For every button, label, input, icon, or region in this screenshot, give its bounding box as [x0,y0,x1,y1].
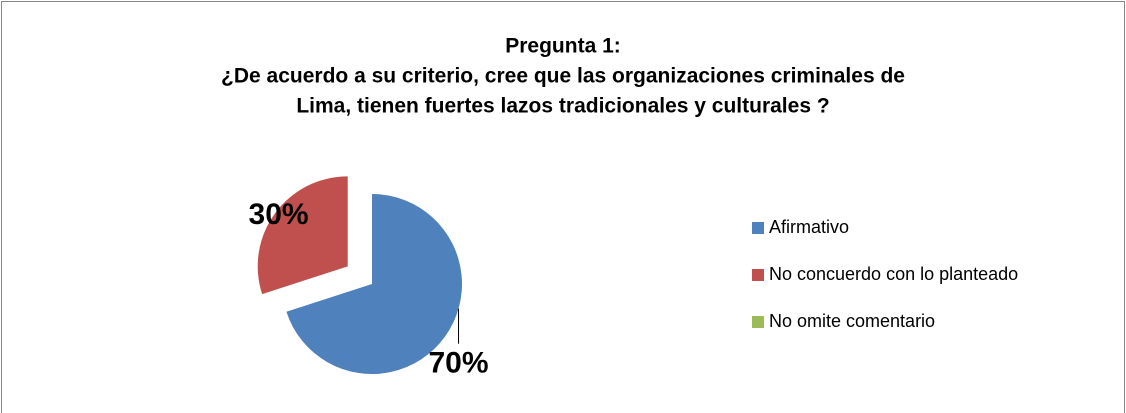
legend-swatch [752,269,764,281]
legend-label: No concuerdo con lo planteado [769,264,1018,284]
data-label: 70% [429,347,489,380]
data-label: 30% [249,198,309,231]
chart-title: ¿De acuerdo a su criterio, cree que las … [221,65,905,88]
chart-title: Pregunta 1: [505,35,621,58]
legend-swatch [752,316,764,328]
pie-slice [257,176,348,295]
legend-label: Afirmativo [769,217,849,237]
pie-slice [286,194,463,375]
legend-swatch [752,222,764,234]
legend-label: No omite comentario [769,311,935,331]
chart-title: Lima, tienen fuertes lazos tradicionales… [296,95,829,118]
